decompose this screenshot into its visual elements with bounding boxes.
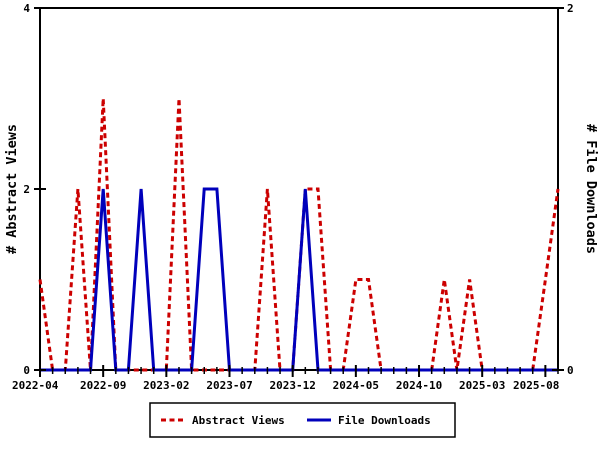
x-tick-label: 2025-03 — [459, 379, 505, 392]
y-left-tick-label: 2 — [23, 183, 30, 196]
x-tick-label: 2025-08 — [513, 379, 559, 392]
legend-label-file-downloads: File Downloads — [338, 414, 431, 427]
y-axis-label-right: # File Downloads — [583, 124, 599, 254]
y-right-tick-label: 0 — [567, 364, 574, 377]
y-left-tick-label: 0 — [23, 364, 30, 377]
y-axis-label-left: # Abstract Views — [4, 124, 20, 254]
x-tick-label: 2024-05 — [333, 379, 379, 392]
abstract-views-line — [38, 98, 560, 372]
x-tick-label: 2023-07 — [206, 379, 252, 392]
x-tick-label: 2023-12 — [270, 379, 316, 392]
x-tick-label: 2022-09 — [80, 379, 126, 392]
x-tick-label: 2022-04 — [12, 379, 59, 392]
legend-label-abstract-views: Abstract Views — [192, 414, 285, 427]
x-tick-label: 2024-10 — [396, 379, 442, 392]
x-tick-label: 2023-02 — [143, 379, 189, 392]
file-downloads-line — [40, 187, 558, 372]
legend-box — [149, 402, 456, 438]
y-left-tick-label: 4 — [23, 2, 30, 15]
plot-border — [39, 7, 559, 371]
y-right-tick-label: 2 — [567, 2, 574, 15]
